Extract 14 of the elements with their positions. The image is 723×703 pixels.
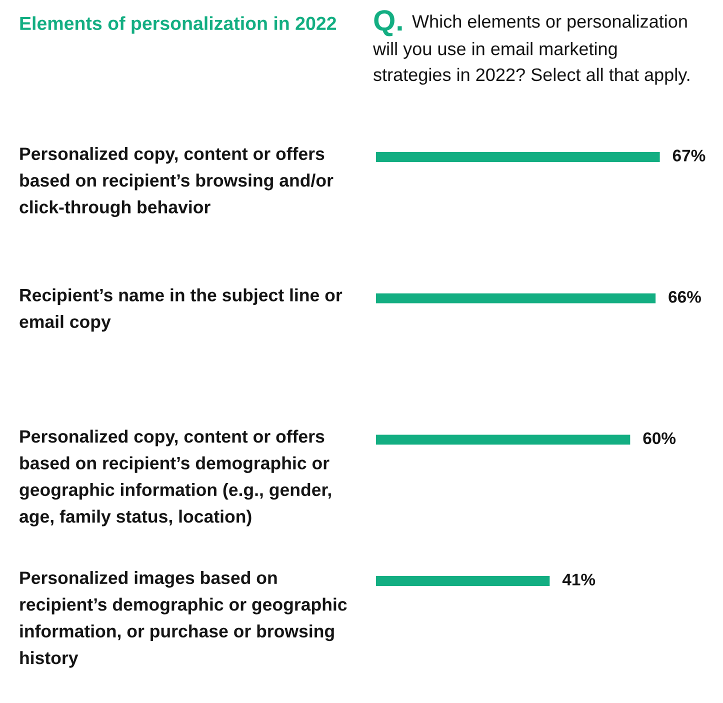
data-label: 66%	[668, 291, 701, 303]
y-tick-label: Recipient’s name in the subject line or email copy	[20, 288, 342, 332]
bar	[376, 576, 550, 586]
y-tick-label: Personalized images based on recipient’s demographic or geographic information, or purchase or browsing history	[20, 571, 347, 668]
y-tick-label: Personalized copy, content or offers based on recipient’s demographic or geographic information (e.g., gender, age, family status, location)	[20, 430, 331, 526]
bar	[376, 293, 656, 304]
data-label: 41%	[562, 574, 596, 586]
data-label: 60%	[643, 432, 676, 444]
bar	[376, 434, 630, 445]
text: Elements of personalization in 2022	[20, 16, 336, 34]
chart-subtitle: Q. Which elements or personalization will you use in email marketing strategies in 2022? Select all that apply.	[372, 10, 690, 85]
y-tick-label: Personalized copy, content or offers based on recipient’s browsing and/or click-through behavior	[20, 147, 334, 218]
data-label: 67%	[672, 150, 706, 162]
bar	[376, 152, 660, 162]
